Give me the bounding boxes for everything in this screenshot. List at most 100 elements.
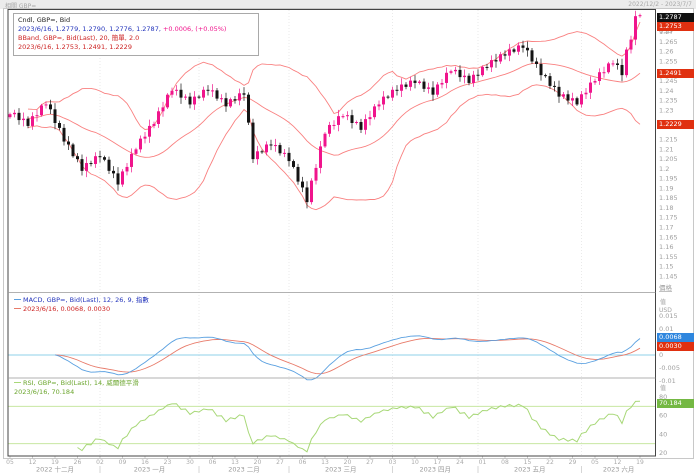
candle-down	[350, 115, 354, 123]
rsi-legend[interactable]: RSI, GBP=, Bid(Last), 14, 威爾德平滑 2023/6/1…	[14, 379, 139, 397]
date-range-label: 2022/12/2 - 2023/7/7	[628, 1, 692, 8]
day-tick-label: 05	[591, 459, 599, 466]
candle-up	[323, 133, 327, 147]
candle-up	[589, 82, 592, 93]
legend-bband-values: 2023/6/16, 1.2753, 1.2491, 1.2229	[18, 43, 132, 51]
candle-up	[202, 89, 205, 98]
candle-up	[409, 80, 412, 87]
macd-tick-label: 0	[659, 351, 663, 359]
candle-up	[634, 16, 637, 40]
related-instrument-dropdown[interactable]: 相關 GBP=	[5, 3, 37, 10]
candle-up	[427, 87, 430, 89]
month-label: 2023 四月	[419, 466, 451, 474]
candle-down	[521, 45, 525, 48]
candle-down	[530, 50, 534, 62]
candle-down	[251, 122, 255, 160]
candle-up	[125, 166, 129, 172]
day-tick-label: 27	[276, 459, 284, 466]
macd-panel-series[interactable]	[8, 335, 656, 381]
day-tick-label: 30	[186, 459, 194, 466]
candle-down	[404, 84, 408, 87]
day-tick-label: 19	[636, 459, 644, 466]
candle-up	[625, 49, 628, 76]
candle-down	[292, 161, 295, 167]
candle-down	[58, 123, 61, 128]
price-axis[interactable]: 1.271.2651.261.2551.2451.241.2351.231.21…	[659, 28, 680, 457]
candle-down	[616, 63, 619, 65]
time-axis[interactable]: 05 12 19 26 02 09 16 23 30 06 13 20 27 06 13 20 27 03 10 17…	[6, 456, 644, 474]
price-tick-label: 1.24	[659, 87, 673, 95]
day-tick-label: 15	[524, 459, 532, 466]
candle-up	[445, 72, 448, 83]
candle-down	[557, 86, 561, 97]
rsi-tick-label: 20	[659, 449, 667, 457]
candle-down	[269, 144, 273, 146]
candle-down	[575, 98, 579, 105]
candle-up	[152, 123, 156, 126]
candle-down	[526, 47, 529, 51]
price-tick-label: 1.255	[659, 57, 678, 65]
candle-up	[638, 15, 642, 17]
candle-up	[211, 90, 214, 92]
candlestick-series[interactable]	[8, 10, 642, 209]
month-label: 2023 五月	[514, 466, 546, 474]
candle-up	[346, 115, 349, 117]
last-price-badge: 1.2787	[657, 12, 694, 22]
candle-up	[170, 90, 174, 95]
top-strip: 相關 GBP= 2022/12/2 - 2023/7/7	[0, 0, 696, 10]
candle-up	[602, 72, 606, 74]
day-tick-label: 17	[434, 459, 442, 466]
day-tick-label: 20	[344, 459, 352, 466]
macd-value-badge: 0.0068	[657, 332, 694, 342]
month-label: 2022 十二月	[36, 465, 74, 474]
candle-down	[566, 94, 570, 101]
rsi-value-badge: 70.184	[657, 399, 694, 408]
candle-down	[67, 141, 70, 145]
candle-down	[553, 85, 556, 87]
legend-ohlc-values: 2023/6/16, 1.2779, 1.2790, 1.2776, 1.278…	[18, 25, 227, 33]
candle-up	[44, 104, 48, 106]
candle-down	[62, 127, 66, 142]
price-tick-label: 1.185	[659, 194, 678, 202]
rsi-panel-series[interactable]	[8, 400, 656, 453]
candle-up	[314, 167, 318, 181]
candle-up	[400, 84, 403, 91]
candle-up	[611, 63, 615, 65]
candle-down	[188, 96, 192, 105]
month-label: 2023 六月	[603, 465, 635, 474]
candle-up	[449, 71, 453, 73]
candle-down	[359, 122, 363, 130]
candle-down	[179, 89, 183, 98]
macd-signal-line	[54, 337, 641, 375]
candle-down	[467, 75, 471, 83]
candle-up	[562, 94, 565, 97]
candle-down	[431, 87, 435, 95]
day-tick-label: 27	[366, 459, 374, 466]
price-tick-label: 1.155	[659, 253, 678, 261]
month-label: 2023 三月	[325, 466, 357, 474]
candle-down	[548, 76, 552, 86]
price-tick-label: 1.17	[659, 223, 673, 231]
candle-down	[296, 166, 300, 182]
main-legend-box[interactable]: Cndl, GBP=, Bid 2023/6/16, 1.2779, 1.279…	[13, 13, 259, 56]
day-tick-label: 26	[74, 459, 82, 466]
candle-up	[121, 171, 124, 185]
candle-down	[260, 151, 264, 153]
candle-up	[571, 98, 574, 101]
candle-up	[166, 94, 169, 108]
candle-down	[494, 60, 498, 62]
candle-up	[629, 39, 633, 50]
bb-upper-line	[27, 21, 641, 130]
candle-up	[94, 156, 97, 165]
macd-legend-values: 2023/6/16, 0.0068, 0.0030	[14, 305, 149, 314]
rsi-axis-title: 值	[660, 384, 666, 392]
macd-tick-label: 0.015	[659, 312, 678, 320]
macd-legend[interactable]: MACD, GBP=, Bid(Last), 12, 26, 9, 指數 202…	[14, 296, 149, 314]
candle-up	[274, 145, 277, 147]
candle-down	[422, 81, 426, 89]
candle-up	[499, 54, 502, 62]
candle-up	[184, 96, 187, 98]
macd-legend-series: MACD, GBP=, Bid(Last), 12, 26, 9, 指數	[14, 296, 149, 305]
